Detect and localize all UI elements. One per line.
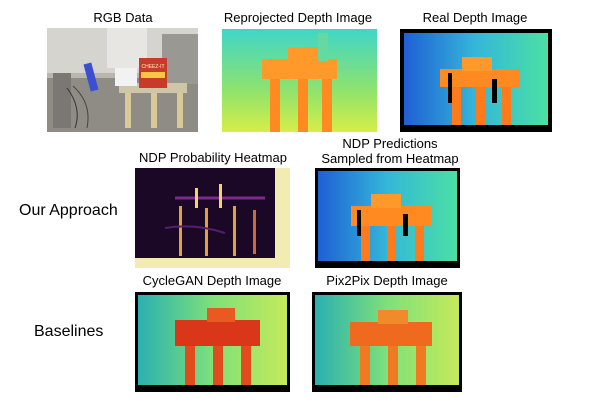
- caption-ndp-predictions-line2: Sampled from Heatmap: [321, 151, 459, 166]
- caption-ndp-heatmap: NDP Probability Heatmap: [139, 150, 287, 165]
- pix2pix-depth-image: [312, 292, 462, 392]
- row-label-our-approach: Our Approach: [19, 202, 118, 219]
- caption-reprojected-depth: Reprojected Depth Image: [223, 10, 373, 25]
- caption-cyclegan: CycleGAN Depth Image: [142, 273, 282, 288]
- ndp-probability-heatmap: [135, 168, 290, 268]
- row-label-baselines: Baselines: [34, 323, 104, 340]
- rgb-data-image: CHEEZ-IT: [47, 28, 198, 132]
- caption-ndp-predictions-line1: NDP Predictions: [342, 136, 438, 151]
- caption-pix2pix: Pix2Pix Depth Image: [326, 273, 448, 288]
- caption-rgb-data: RGB Data: [93, 10, 153, 25]
- reprojected-depth-image: [222, 29, 377, 132]
- real-depth-image: [400, 29, 552, 132]
- cheezit-box-text: CHEEZ-IT: [141, 64, 164, 70]
- caption-real-depth: Real Depth Image: [422, 10, 528, 25]
- cyclegan-depth-image: [135, 292, 290, 392]
- ndp-predictions-image: [315, 168, 460, 268]
